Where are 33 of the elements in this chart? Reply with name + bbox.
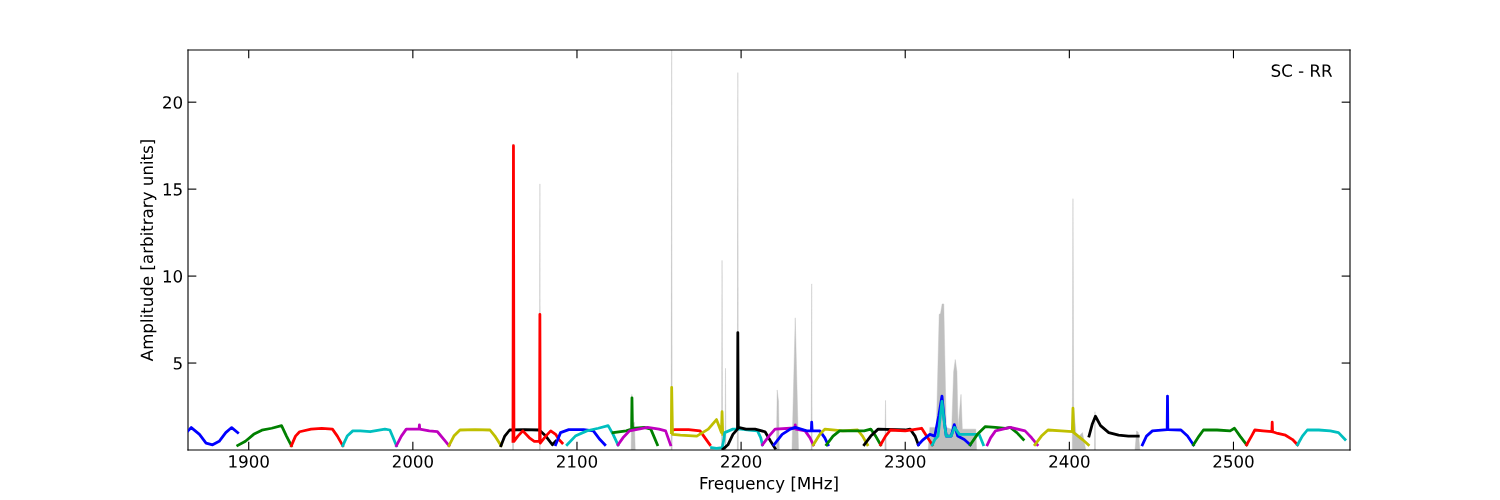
- line-series: [669, 386, 725, 438]
- x-tick-label: 2300: [885, 455, 926, 468]
- line-series: [879, 426, 934, 447]
- line-series: [395, 423, 451, 448]
- line-series: [1192, 426, 1248, 447]
- x-tick-label: 2500: [1213, 455, 1254, 468]
- y-axis-title: Amplitude [arbitrary units]: [140, 140, 157, 362]
- line-series: [985, 426, 1039, 447]
- x-tick-label: 2100: [556, 455, 598, 468]
- x-tick-label: 2000: [392, 455, 433, 468]
- line-series: [290, 426, 345, 448]
- y-tick-label: 20: [163, 96, 183, 109]
- x-tick-label: 2400: [1049, 455, 1090, 468]
- line-series: [447, 428, 503, 448]
- line-series: [1296, 428, 1347, 447]
- line-series: [616, 426, 672, 447]
- line-series: [772, 420, 830, 447]
- line-series: [236, 424, 293, 448]
- x-tick-label: 2200: [721, 455, 762, 468]
- line-series: [1033, 406, 1090, 447]
- line-series: [188, 426, 240, 447]
- line-series: [565, 424, 620, 447]
- x-axis-title: Frequency [MHz]: [700, 476, 838, 493]
- y-tick-label: 5: [173, 357, 182, 370]
- y-tick-label: 10: [163, 270, 183, 283]
- x-tick-label: 1900: [229, 455, 269, 468]
- y-tick-label: 15: [163, 183, 182, 196]
- line-series: [1245, 420, 1299, 447]
- line-series: [825, 427, 882, 447]
- annotation: SC - RR: [1271, 64, 1333, 77]
- line-series: [511, 144, 564, 445]
- line-series: [930, 399, 985, 447]
- line-series: [341, 427, 398, 448]
